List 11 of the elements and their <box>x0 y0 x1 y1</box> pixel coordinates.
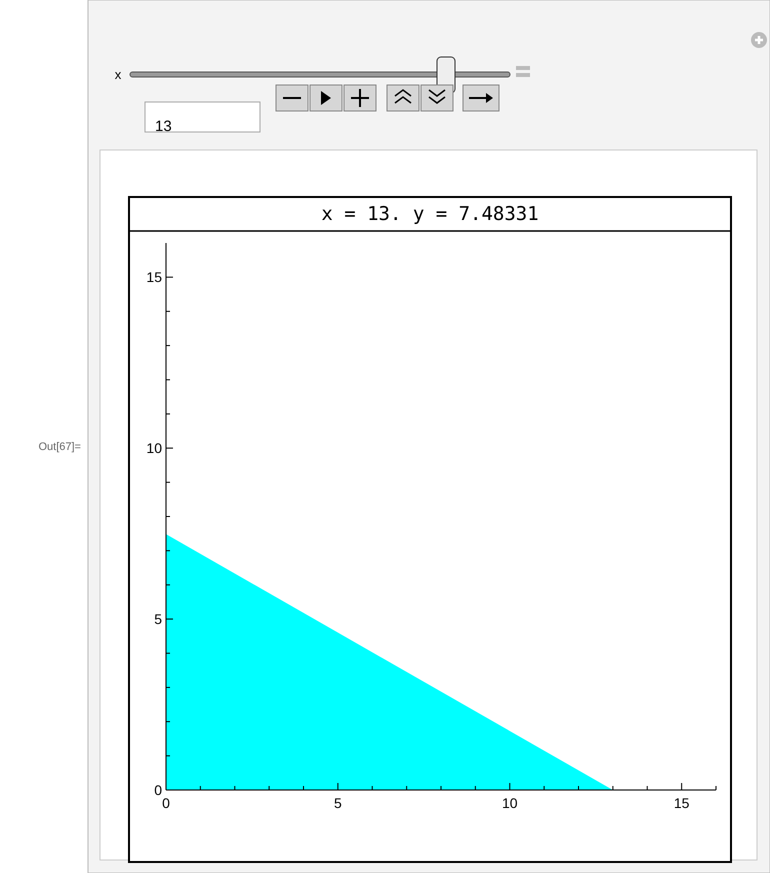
x-tick-label: 10 <box>502 795 518 811</box>
x-tick-label: 5 <box>334 795 342 811</box>
text: 13 <box>155 118 172 135</box>
x-tick-label: 15 <box>674 795 690 811</box>
y-tick-label: 10 <box>146 440 162 456</box>
text: Out[67]= <box>38 441 81 453</box>
y-tick-label: 15 <box>146 269 162 286</box>
y-tick-label: 0 <box>154 782 162 798</box>
chart-title: x = 13. y = 7.48331 <box>321 203 539 225</box>
text: x <box>114 67 122 82</box>
y-tick-label: 5 <box>154 611 162 628</box>
